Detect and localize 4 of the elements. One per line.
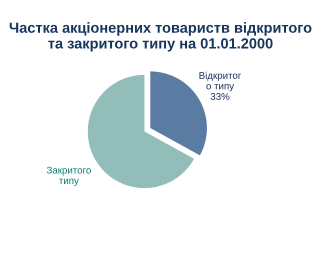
data-label: 33%	[210, 93, 230, 100]
slice-label: Відкритог о типу	[199, 72, 242, 92]
slice-label: Закритого типу	[46, 166, 91, 186]
chart-title: Частка акціонерних товариств відкритого та закритого типу на 01.01.2000	[10, 22, 312, 52]
